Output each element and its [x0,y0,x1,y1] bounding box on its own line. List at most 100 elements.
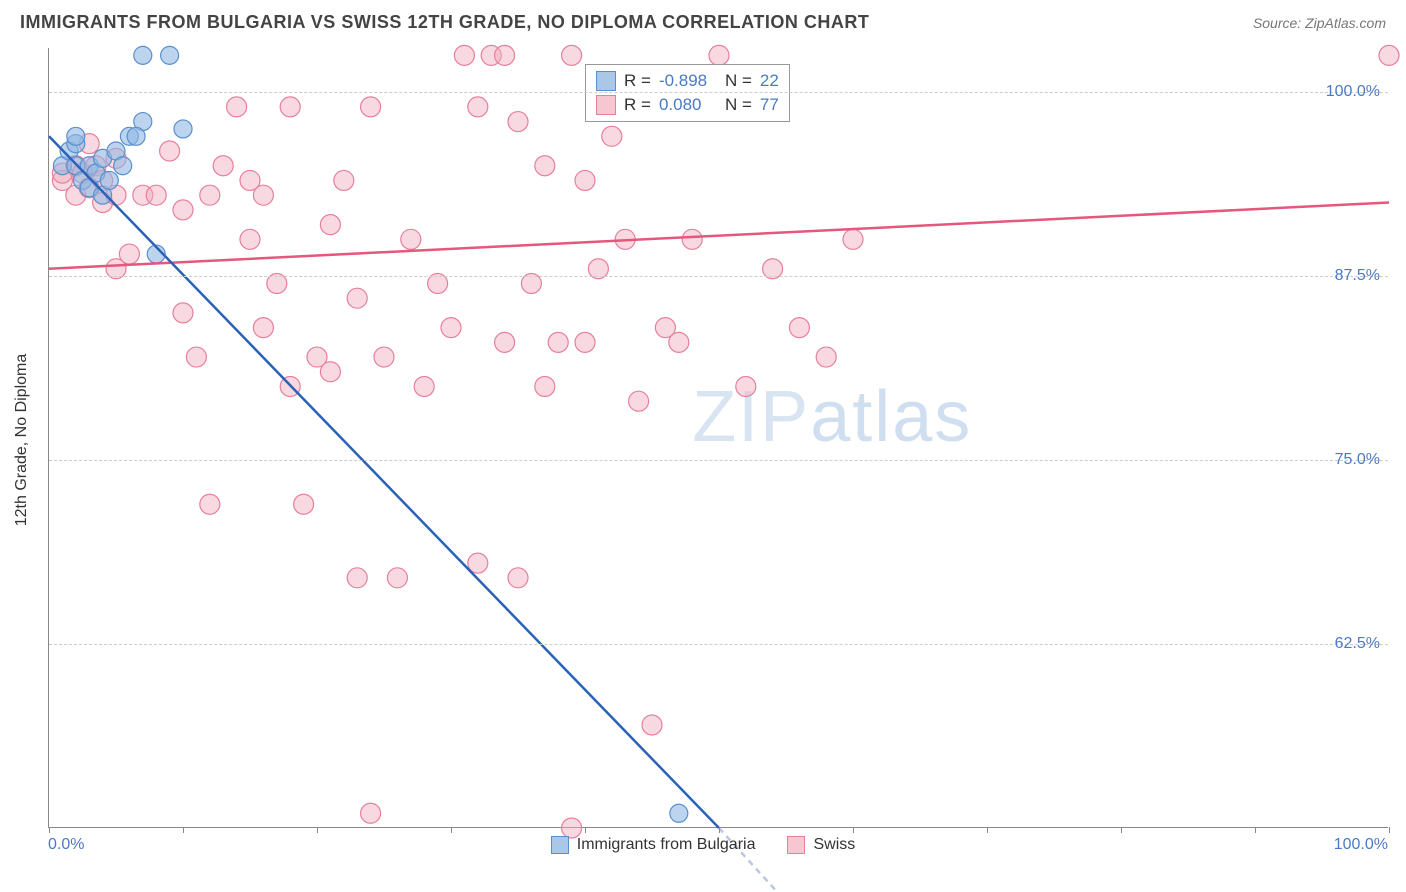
gridline [49,460,1388,461]
chart-title: IMMIGRANTS FROM BULGARIA VS SWISS 12TH G… [20,12,869,33]
scatter-point-swiss [575,170,595,190]
scatter-point-swiss [642,715,662,735]
stats-row: R = -0.898 N = 22 [596,69,779,93]
x-tick [451,827,452,833]
n-label: N = [725,95,752,115]
scatter-point-swiss [401,229,421,249]
scatter-point-swiss [575,332,595,352]
scatter-point-swiss [186,347,206,367]
scatter-point-swiss [173,303,193,323]
scatter-point-bulgaria [100,171,118,189]
scatter-point-swiss [495,332,515,352]
scatter-point-swiss [562,818,582,838]
x-tick [49,827,50,833]
scatter-point-swiss [508,568,528,588]
scatter-point-swiss [361,97,381,117]
y-axis-title: 12th Grade, No Diploma [13,354,31,527]
scatter-point-swiss [361,803,381,823]
scatter-point-swiss [736,376,756,396]
scatter-point-swiss [562,45,582,65]
scatter-point-bulgaria [161,46,179,64]
scatter-point-swiss [468,97,488,117]
stats-swatch-icon [596,71,616,91]
scatter-point-bulgaria [670,804,688,822]
scatter-point-swiss [535,376,555,396]
chart-plot-area: ZIPatlas R = -0.898 N = 22 R = 0.080 N =… [48,48,1388,828]
r-label: R = [624,95,651,115]
scatter-point-swiss [200,185,220,205]
scatter-point-swiss [227,97,247,117]
x-tick [585,827,586,833]
legend-item-bulgaria: Immigrants from Bulgaria [551,836,756,854]
scatter-point-swiss [629,391,649,411]
y-tick-label: 75.0% [1335,451,1380,469]
scatter-point-swiss [173,200,193,220]
scatter-point-swiss [294,494,314,514]
x-tick [1255,827,1256,833]
scatter-point-bulgaria [127,127,145,145]
scatter-point-swiss [682,229,702,249]
x-tick [719,827,720,833]
scatter-point-swiss [253,318,273,338]
legend-item-swiss: Swiss [787,836,855,854]
scatter-point-swiss [535,156,555,176]
scatter-point-swiss [495,45,515,65]
scatter-point-swiss [347,568,367,588]
scatter-point-bulgaria [134,46,152,64]
scatter-point-swiss [320,362,340,382]
x-tick [1121,827,1122,833]
x-tick [317,827,318,833]
scatter-point-swiss [320,215,340,235]
scatter-point-swiss [508,112,528,132]
scatter-svg [49,48,1388,827]
scatter-point-swiss [789,318,809,338]
scatter-point-swiss [669,332,689,352]
scatter-point-swiss [213,156,233,176]
scatter-point-swiss [414,376,434,396]
scatter-point-swiss [119,244,139,264]
legend-label: Swiss [813,836,855,854]
y-tick-label: 87.5% [1335,267,1380,285]
scatter-point-bulgaria [114,157,132,175]
r-label: R = [624,71,651,91]
scatter-point-swiss [146,185,166,205]
scatter-point-swiss [548,332,568,352]
legend-swatch-icon [551,836,569,854]
scatter-point-swiss [387,568,407,588]
gridline [49,92,1388,93]
stats-swatch-icon [596,95,616,115]
scatter-point-swiss [240,229,260,249]
r-value: 0.080 [659,95,717,115]
scatter-point-swiss [280,97,300,117]
n-value: 22 [760,71,779,91]
gridline [49,276,1388,277]
scatter-point-swiss [1379,45,1399,65]
scatter-point-swiss [843,229,863,249]
x-tick [183,827,184,833]
x-tick [1389,827,1390,833]
scatter-point-swiss [200,494,220,514]
n-label: N = [725,71,752,91]
scatter-point-swiss [602,126,622,146]
scatter-point-swiss [160,141,180,161]
y-tick-label: 62.5% [1335,635,1380,653]
r-value: -0.898 [659,71,717,91]
scatter-point-swiss [454,45,474,65]
x-tick [853,827,854,833]
scatter-point-bulgaria [174,120,192,138]
source-label: Source: ZipAtlas.com [1253,15,1386,31]
stats-row: R = 0.080 N = 77 [596,93,779,117]
scatter-point-swiss [441,318,461,338]
legend-label: Immigrants from Bulgaria [577,836,756,854]
scatter-point-swiss [253,185,273,205]
scatter-point-swiss [334,170,354,190]
scatter-point-swiss [347,288,367,308]
y-tick-label: 100.0% [1326,83,1380,101]
gridline [49,644,1388,645]
x-tick [987,827,988,833]
scatter-point-bulgaria [67,127,85,145]
legend-bottom: Immigrants from Bulgaria Swiss [0,836,1406,854]
scatter-point-swiss [816,347,836,367]
scatter-point-swiss [709,45,729,65]
n-value: 77 [760,95,779,115]
